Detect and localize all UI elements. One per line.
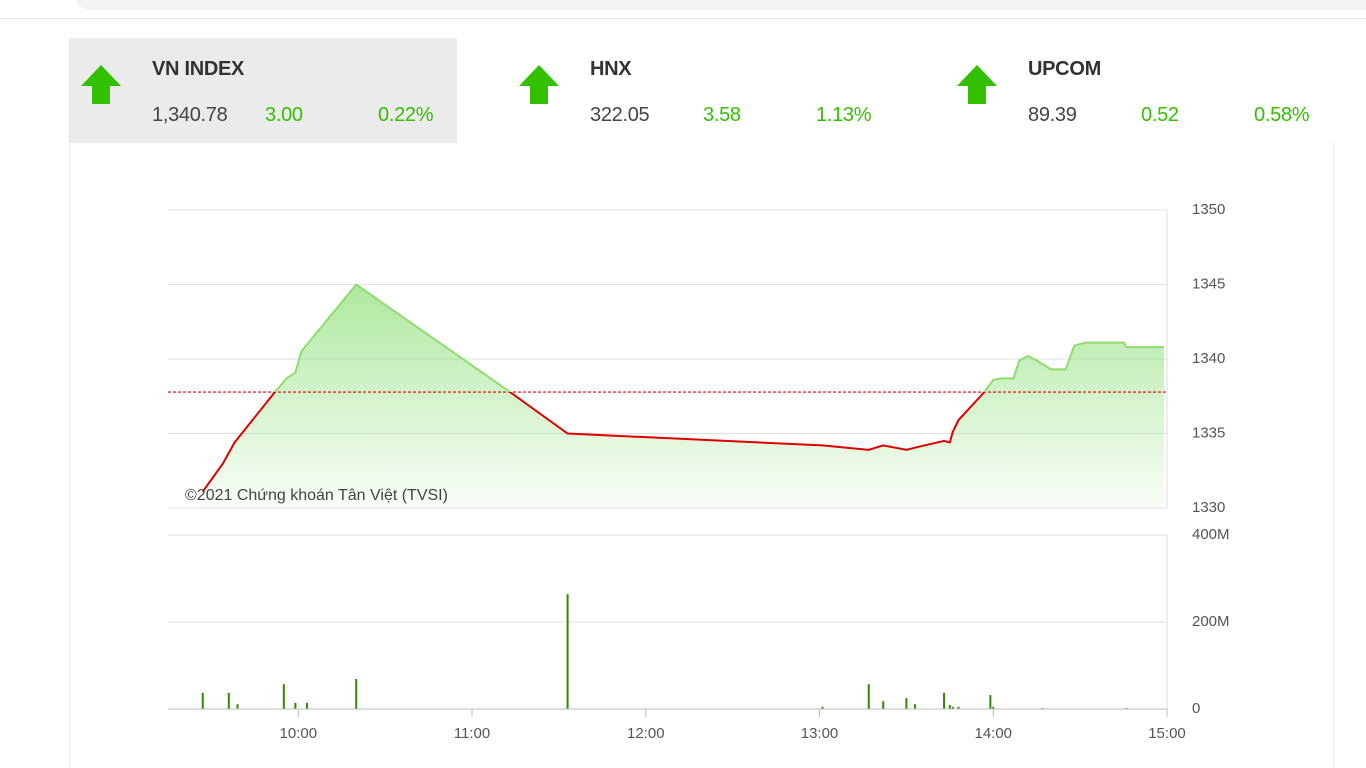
x-tick-label: 15:00	[1148, 725, 1186, 742]
volume-bar	[227, 692, 230, 709]
up-arrow-icon	[519, 65, 559, 104]
volume-bar	[566, 594, 569, 709]
volume-bar	[282, 684, 285, 709]
volume-bar	[355, 678, 358, 709]
volume-bar	[957, 706, 960, 709]
x-tick-label: 14:00	[974, 725, 1012, 742]
index-percent: 0.58%	[1254, 104, 1310, 126]
x-tick-label: 10:00	[280, 725, 318, 742]
index-change: 3.58	[703, 104, 741, 126]
volume-bar	[943, 692, 946, 709]
x-tick-label: 13:00	[801, 725, 839, 742]
divider	[0, 18, 1366, 19]
y-tick-label: 0	[1192, 700, 1200, 717]
index-percent: 0.22%	[378, 104, 434, 126]
index-percent: 1.13%	[816, 104, 872, 126]
volume-bar	[201, 692, 204, 709]
index-value: 1,340.78	[152, 104, 228, 126]
x-tick-label: 11:00	[454, 725, 490, 742]
index-change: 0.52	[1141, 104, 1179, 126]
y-tick-label: 400M	[1192, 526, 1230, 543]
volume-bar	[236, 704, 239, 709]
volume-bar	[905, 698, 908, 709]
y-tick-label: 200M	[1192, 613, 1230, 630]
index-change: 3.00	[265, 104, 303, 126]
index-name: UPCOM	[1028, 58, 1101, 80]
chart-panel	[69, 143, 1334, 768]
index-value: 322.05	[590, 104, 650, 126]
index-tab[interactable]: HNX 322.05 3.58 1.13%	[507, 38, 895, 143]
up-arrow-icon	[81, 65, 121, 104]
index-value: 89.39	[1028, 104, 1077, 126]
volume-bar	[992, 706, 995, 709]
search-bar[interactable]	[75, 0, 1366, 10]
index-tab[interactable]: VN INDEX 1,340.78 3.00 0.22%	[69, 38, 457, 143]
volume-bar	[948, 705, 951, 709]
volume-bar	[294, 702, 297, 709]
x-tick-label: 12:00	[627, 725, 665, 742]
price-line	[201, 283, 1165, 493]
index-tab[interactable]: UPCOM 89.39 0.52 0.58%	[945, 38, 1333, 143]
volume-bar	[989, 695, 992, 709]
volume-bar	[914, 704, 917, 709]
y-tick-label: 1330	[1192, 499, 1225, 516]
up-arrow-icon	[957, 65, 997, 104]
volume-bar	[951, 706, 954, 709]
index-name: VN INDEX	[152, 58, 245, 80]
y-tick-label: 1340	[1192, 350, 1225, 367]
watermark: ©2021 Chứng khoán Tân Việt (TVSI)	[185, 487, 448, 504]
y-tick-label: 1345	[1192, 275, 1225, 292]
volume-bar	[305, 702, 308, 709]
volume-bar	[867, 684, 870, 709]
y-tick-label: 1350	[1192, 201, 1225, 218]
y-tick-label: 1335	[1192, 424, 1225, 441]
index-name: HNX	[590, 58, 632, 80]
volume-bar	[821, 706, 824, 709]
volume-bar	[882, 701, 885, 709]
price-area	[202, 284, 1165, 508]
